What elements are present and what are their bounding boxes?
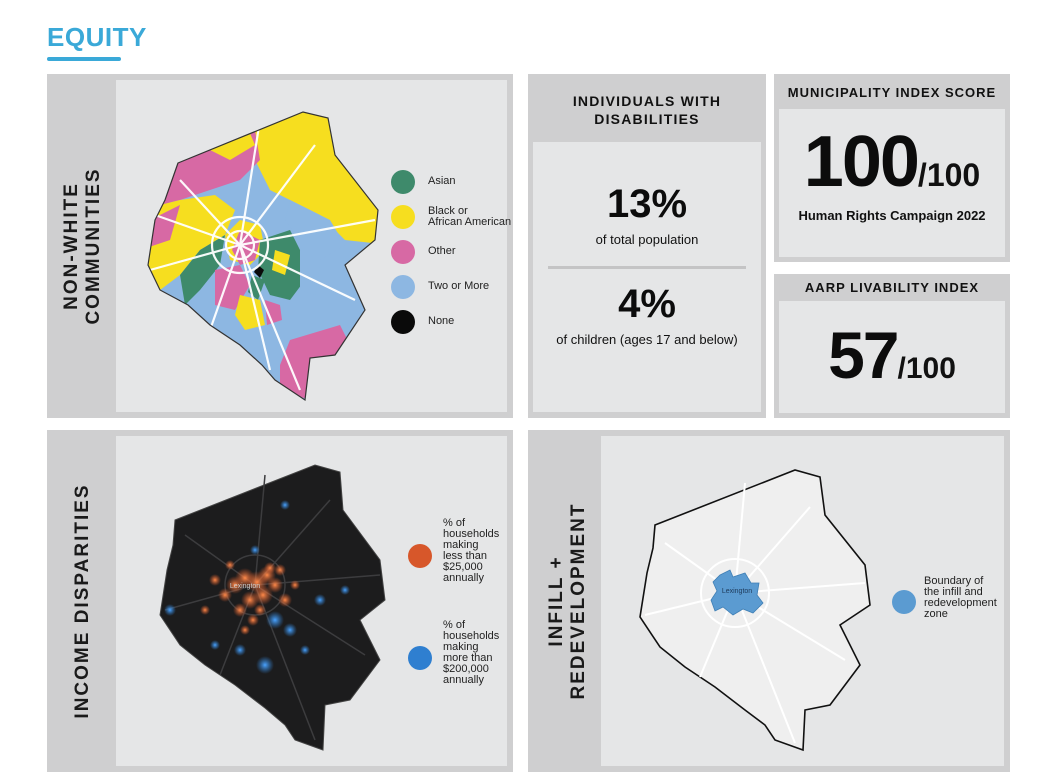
legend-label-infill-zone: Boundary of the infill and redevelopment… xyxy=(924,575,997,620)
legend-item-infill-zone: Boundary of the infill and redevelopment… xyxy=(892,576,997,620)
legend-swatch-none xyxy=(391,310,415,334)
income-disparities-map: Lexington xyxy=(159,464,386,751)
legend-item-other: Other xyxy=(391,240,456,264)
income-title: INCOME DISPARITIES xyxy=(72,483,94,719)
infill-map-city-label: Lexington xyxy=(722,588,752,595)
legend-swatch-black xyxy=(391,205,415,229)
legend-item-black: Black or African American xyxy=(391,205,511,229)
municipality-title: MUNICIPALITY INDEX SCORE xyxy=(787,85,997,100)
section-heading: EQUITY xyxy=(47,22,147,52)
non-white-title: NON-WHITE COMMUNITIES xyxy=(61,167,105,324)
legend-item-asian: Asian xyxy=(391,170,456,194)
infill-title-line1: INFILL + xyxy=(546,555,568,647)
disabilities-stat-total-value: 13% xyxy=(606,182,688,226)
legend-label-two-or-more: Two or More xyxy=(428,280,490,292)
non-white-title-line1: NON-WHITE xyxy=(61,182,83,310)
legend-swatch-low-income xyxy=(408,544,432,568)
municipality-index-card: MUNICIPALITY INDEX SCORE 100/100 Human R… xyxy=(774,74,1010,262)
legend-swatch-two-or-more xyxy=(391,275,415,299)
aarp-title: AARP LIVABILITY INDEX xyxy=(804,280,980,295)
infill-redevelopment-map: Lexington xyxy=(639,469,871,752)
legend-label-none: None xyxy=(428,315,455,327)
aarp-score-row: 57/100 xyxy=(774,322,1010,388)
aarp-inner xyxy=(779,301,1005,413)
legend-item-none: None xyxy=(391,310,454,334)
non-white-communities-map xyxy=(147,111,379,402)
legend-swatch-asian xyxy=(391,170,415,194)
municipality-source: Human Rights Campaign 2022 xyxy=(798,208,986,223)
legend-swatch-infill-zone xyxy=(892,590,916,614)
disabilities-stat-total-label: of total population xyxy=(595,232,699,247)
legend-swatch-high-income xyxy=(408,646,432,670)
aarp-livability-card: AARP LIVABILITY INDEX 57/100 xyxy=(774,274,1010,418)
legend-label-asian: Asian xyxy=(428,175,456,187)
legend-item-two-or-more: Two or More xyxy=(391,275,489,299)
municipality-out-of: /100 xyxy=(917,157,981,193)
disabilities-stat-children-label: of children (ages 17 and below) xyxy=(556,332,738,347)
aarp-score: 57 xyxy=(828,318,899,392)
infill-title-line2: REDEVELOPMENT xyxy=(568,502,589,700)
disabilities-inner xyxy=(533,142,761,412)
legend-label-black: Black or African American xyxy=(428,205,512,228)
legend-item-low-income: % of households making less than $25,000… xyxy=(408,518,499,584)
municipality-score-row: 100/100 xyxy=(774,126,1010,198)
legend-item-high-income: % of households making more than $200,00… xyxy=(408,620,499,686)
legend-label-low-income: % of households making less than $25,000… xyxy=(443,517,500,584)
disabilities-title: INDIVIDUALS WITH DISABILITIES xyxy=(572,93,722,128)
disabilities-card: INDIVIDUALS WITH DISABILITIES 13% of tot… xyxy=(528,74,766,418)
heading-underline xyxy=(47,57,121,61)
income-map-city-label: Lexington xyxy=(230,583,260,590)
municipality-inner xyxy=(779,109,1005,257)
disabilities-divider xyxy=(548,266,746,269)
legend-label-high-income: % of households making more than $200,00… xyxy=(443,619,500,686)
municipality-score: 100 xyxy=(803,122,920,202)
legend-label-other: Other xyxy=(428,245,456,257)
aarp-out-of: /100 xyxy=(897,352,956,385)
non-white-title-line2: COMMUNITIES xyxy=(83,167,104,325)
disabilities-stat-children-value: 4% xyxy=(618,282,676,326)
infill-title: INFILL + REDEVELOPMENT xyxy=(546,502,590,699)
legend-swatch-other xyxy=(391,240,415,264)
